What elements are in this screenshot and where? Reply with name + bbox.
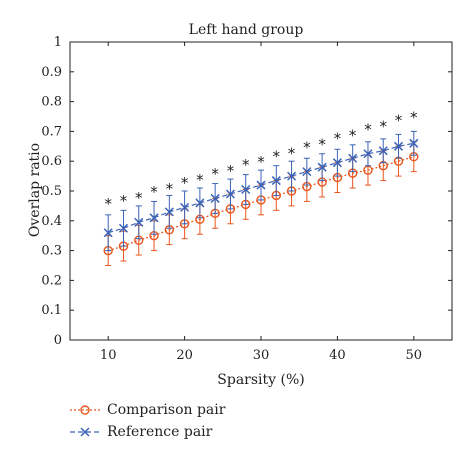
y-tick-label: 0.2 <box>41 273 62 288</box>
legend-marker <box>80 427 90 437</box>
data-point <box>225 189 235 199</box>
y-tick-label: 0.1 <box>41 303 62 318</box>
x-tick-label: 10 <box>100 348 117 363</box>
data-point <box>195 198 205 208</box>
x-tick-label: 40 <box>329 348 346 363</box>
significance-asterisk: * <box>379 117 387 135</box>
significance-asterisk: * <box>349 126 357 144</box>
data-point <box>210 193 220 203</box>
series-reference <box>103 130 419 252</box>
series-layer <box>103 130 419 266</box>
data-point <box>103 228 113 238</box>
significance-asterisk: * <box>196 171 204 189</box>
y-tick-label: 1 <box>54 35 62 50</box>
data-point <box>348 153 358 163</box>
legend-marker <box>80 405 90 415</box>
significance-asterisk: * <box>318 135 326 153</box>
data-point <box>378 146 388 156</box>
data-point <box>164 207 174 217</box>
chart-title: Left hand group <box>189 22 304 38</box>
significance-asterisk: * <box>288 144 296 162</box>
significance-asterisk: * <box>303 138 311 156</box>
significance-asterisk: * <box>135 189 143 207</box>
x-tick-label: 30 <box>253 348 270 363</box>
legend-symbol-comparison <box>70 405 100 415</box>
legend-entry-comparison: Comparison pair <box>70 402 226 418</box>
significance-asterisk: * <box>227 162 235 180</box>
significance-asterisk: * <box>257 153 265 171</box>
data-point <box>332 158 342 168</box>
y-tick-label: 0.7 <box>41 124 62 139</box>
axis-ticks: 0 0.1 0.2 0.3 0.4 0.5 0.6 0.7 0.8 0.9 1 10 20 30 40 50 <box>41 35 452 363</box>
y-tick-label: 0.5 <box>41 184 62 199</box>
data-point <box>287 171 297 181</box>
x-tick-label: 20 <box>176 348 193 363</box>
legend-symbol-reference <box>70 427 100 437</box>
data-point <box>180 202 190 212</box>
significance-asterisk: * <box>364 120 372 138</box>
significance-asterisk: * <box>211 165 219 183</box>
data-point <box>317 162 327 172</box>
significance-asterisk: * <box>273 147 281 165</box>
significance-markers: * * * * * * * * * * * * * * * * * * * * * <box>104 109 418 213</box>
x-axis-label: Sparsity (%) <box>217 372 304 388</box>
data-point <box>409 138 419 148</box>
x-tick-label: 50 <box>406 348 423 363</box>
significance-asterisk: * <box>242 156 250 174</box>
legend-label-comparison: Comparison pair <box>107 402 226 418</box>
data-point <box>134 217 144 227</box>
y-tick-label: 0 <box>54 333 62 348</box>
significance-asterisk: * <box>410 109 418 127</box>
y-tick-label: 0.8 <box>41 95 62 110</box>
significance-asterisk: * <box>150 183 158 201</box>
data-point <box>302 167 312 177</box>
data-point <box>393 141 404 151</box>
significance-asterisk: * <box>395 112 403 130</box>
data-point <box>271 176 281 186</box>
legend: Comparison pair Reference pair <box>70 402 226 440</box>
data-point <box>118 223 129 233</box>
significance-asterisk: * <box>104 195 112 213</box>
data-point <box>363 149 373 159</box>
y-tick-label: 0.6 <box>41 154 62 169</box>
legend-label-reference: Reference pair <box>107 424 213 440</box>
significance-asterisk: * <box>334 129 342 147</box>
y-tick-label: 0.3 <box>41 244 62 259</box>
y-tick-label: 0.9 <box>41 65 62 80</box>
data-point <box>241 184 251 195</box>
data-point <box>149 213 159 223</box>
y-tick-label: 0.4 <box>41 214 62 229</box>
significance-asterisk: * <box>181 174 189 192</box>
y-axis-label: Overlap ratio <box>27 143 43 237</box>
data-point <box>256 180 266 190</box>
legend-entry-reference: Reference pair <box>70 424 213 440</box>
significance-asterisk: * <box>120 192 128 210</box>
significance-asterisk: * <box>166 180 174 198</box>
